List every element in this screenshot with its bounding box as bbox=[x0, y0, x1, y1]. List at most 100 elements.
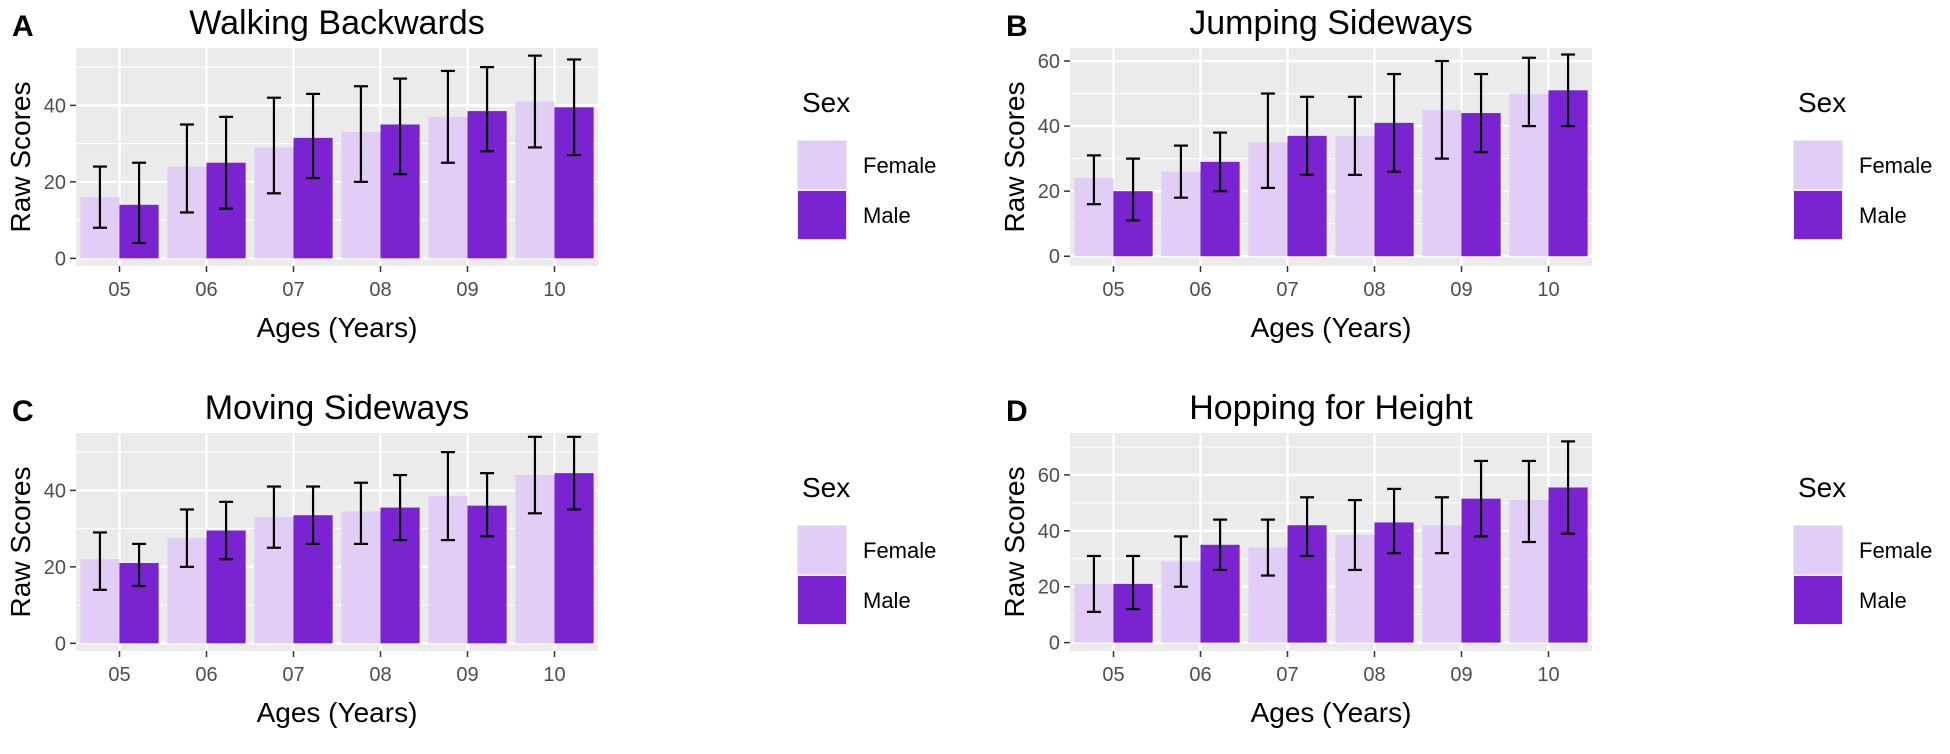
y-axis-title: Raw Scores bbox=[999, 82, 1030, 233]
legend-key-male bbox=[1794, 576, 1842, 624]
error-bar-female-06 bbox=[1173, 144, 1188, 199]
chart-title: Hopping for Height bbox=[1189, 389, 1473, 427]
error-bar-female-07 bbox=[266, 485, 281, 549]
error-bar-male-06 bbox=[1213, 131, 1228, 193]
error-bar-male-05 bbox=[1126, 157, 1141, 222]
y-tick-label: 20 bbox=[1038, 577, 1060, 599]
legend-title: Sex bbox=[1798, 472, 1846, 503]
x-tick-label: 05 bbox=[108, 279, 130, 301]
x-axis-title: Ages (Years) bbox=[1251, 697, 1412, 728]
legend-label-male: Male bbox=[1859, 588, 1907, 613]
error-bar-female-07 bbox=[266, 96, 281, 195]
error-bar-male-10 bbox=[1561, 440, 1576, 535]
x-tick-label: 07 bbox=[1276, 279, 1298, 301]
error-bar-male-06 bbox=[1213, 518, 1228, 572]
x-tick-label: 06 bbox=[1189, 279, 1211, 301]
y-tick-label: 0 bbox=[1049, 246, 1060, 268]
x-tick-label: 06 bbox=[195, 279, 217, 301]
y-axis-title: Raw Scores bbox=[999, 467, 1030, 618]
legend-label-female: Female bbox=[863, 538, 936, 563]
error-bar-male-10 bbox=[1561, 53, 1576, 128]
error-bar-male-09 bbox=[1474, 72, 1489, 154]
x-tick-label: 07 bbox=[1276, 664, 1298, 686]
legend: Sex Female Male bbox=[1793, 87, 1932, 240]
error-bar-male-05 bbox=[1126, 554, 1141, 611]
legend-key-male bbox=[1794, 191, 1842, 239]
y-tick-label: 60 bbox=[1038, 51, 1060, 73]
y-tick-label: 40 bbox=[1038, 521, 1060, 543]
error-bar-male-10 bbox=[567, 58, 582, 157]
error-bar-male-08 bbox=[393, 77, 408, 176]
legend: Sex Female Male bbox=[797, 472, 936, 625]
x-tick-label: 10 bbox=[543, 279, 565, 301]
error-bar-male-05 bbox=[132, 542, 147, 588]
x-tick-label: 09 bbox=[1450, 664, 1472, 686]
error-bar-female-08 bbox=[1347, 95, 1362, 176]
y-tick-label: 20 bbox=[1038, 181, 1060, 203]
x-tick-label: 05 bbox=[1102, 664, 1124, 686]
error-bar-male-07 bbox=[306, 485, 321, 546]
panel-label: D bbox=[1006, 395, 1028, 428]
error-bar-female-10 bbox=[527, 435, 542, 515]
legend: Sex Female Male bbox=[1793, 472, 1932, 625]
y-tick-label: 60 bbox=[1038, 465, 1060, 487]
legend-label-female: Female bbox=[1859, 153, 1932, 178]
error-bar-female-06 bbox=[179, 123, 194, 214]
chart-panel-d: D Hopping for Height 0 20 40 60 05 06 07 08 09 10 Ag… bbox=[999, 389, 1932, 728]
x-tick-label: 05 bbox=[108, 664, 130, 686]
plot-background bbox=[76, 433, 598, 651]
x-tick-label: 10 bbox=[543, 664, 565, 686]
x-tick-label: 08 bbox=[1363, 664, 1385, 686]
error-bar-female-08 bbox=[353, 85, 368, 183]
error-bar-female-05 bbox=[1086, 554, 1101, 613]
plot-background bbox=[76, 48, 598, 266]
legend-key-female bbox=[798, 526, 846, 574]
error-bar-female-08 bbox=[353, 481, 368, 546]
y-tick-label: 0 bbox=[55, 633, 66, 655]
error-bar-male-09 bbox=[480, 66, 495, 153]
x-tick-label: 10 bbox=[1537, 279, 1559, 301]
error-bar-female-09 bbox=[440, 69, 455, 164]
x-tick-label: 09 bbox=[1450, 279, 1472, 301]
x-axis-title: Ages (Years) bbox=[257, 312, 418, 343]
error-bar-male-09 bbox=[1474, 459, 1489, 538]
legend-label-female: Female bbox=[863, 153, 936, 178]
legend-label-female: Female bbox=[1859, 538, 1932, 563]
legend-key-female bbox=[1794, 526, 1842, 574]
x-tick-label: 07 bbox=[282, 279, 304, 301]
error-bar-male-07 bbox=[1300, 95, 1315, 176]
error-bar-female-09 bbox=[1434, 496, 1449, 555]
x-axis-title: Ages (Years) bbox=[257, 697, 418, 728]
y-tick-label: 40 bbox=[44, 480, 66, 502]
y-tick-label: 40 bbox=[1038, 116, 1060, 138]
y-tick-label: 40 bbox=[44, 95, 66, 117]
error-bar-female-05 bbox=[92, 531, 107, 591]
x-tick-label: 07 bbox=[282, 664, 304, 686]
error-bar-female-08 bbox=[1347, 498, 1362, 572]
legend-title: Sex bbox=[1798, 87, 1846, 118]
error-bar-female-05 bbox=[1086, 154, 1101, 206]
error-bar-male-08 bbox=[1387, 72, 1402, 173]
x-tick-label: 06 bbox=[195, 664, 217, 686]
legend-title: Sex bbox=[802, 472, 850, 503]
error-bar-female-05 bbox=[92, 165, 107, 229]
x-tick-label: 06 bbox=[1189, 664, 1211, 686]
error-bar-female-10 bbox=[1521, 56, 1536, 128]
x-tick-label: 08 bbox=[1363, 279, 1385, 301]
x-tick-label: 09 bbox=[456, 664, 478, 686]
y-tick-label: 20 bbox=[44, 557, 66, 579]
error-bar-female-06 bbox=[179, 508, 194, 568]
error-bar-male-06 bbox=[219, 500, 234, 561]
chart-panel-c: C Moving Sideways 0 20 40 05 06 07 08 09 10 Ages (Y… bbox=[5, 389, 936, 728]
panel-label: A bbox=[12, 10, 34, 43]
error-bar-female-09 bbox=[440, 451, 455, 542]
error-bar-male-07 bbox=[1300, 496, 1315, 558]
legend-label-male: Male bbox=[1859, 203, 1907, 228]
error-bar-female-06 bbox=[1173, 535, 1188, 588]
x-tick-label: 09 bbox=[456, 279, 478, 301]
x-tick-label: 05 bbox=[1102, 279, 1124, 301]
legend-key-female bbox=[1794, 141, 1842, 189]
legend-key-female bbox=[798, 141, 846, 189]
legend-key-male bbox=[798, 191, 846, 239]
